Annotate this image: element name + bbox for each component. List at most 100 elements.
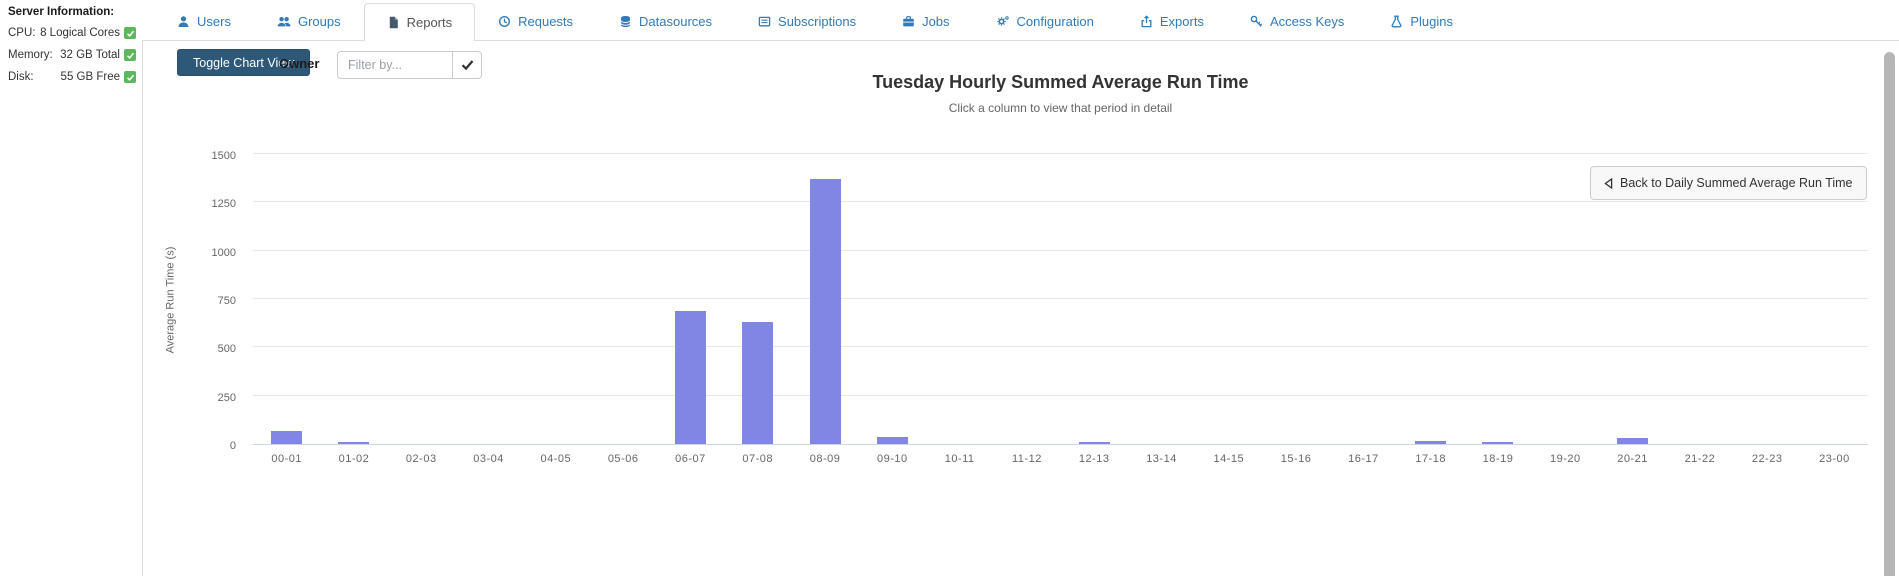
x-tick-label: 19-20 <box>1549 453 1581 465</box>
bar-17-18[interactable] <box>1415 441 1447 444</box>
key-icon <box>1250 15 1263 27</box>
disk-status-check-icon <box>124 71 136 83</box>
tab-label: Reports <box>406 15 453 30</box>
tab-subscriptions[interactable]: Subscriptions <box>735 2 879 41</box>
bar-06-07[interactable] <box>674 310 706 444</box>
memory-status-check-icon <box>124 49 136 61</box>
tab-configuration[interactable]: Configuration <box>973 2 1117 41</box>
tab-requests[interactable]: Requests <box>475 2 596 41</box>
briefcase-icon <box>903 16 914 27</box>
tab-label: Subscriptions <box>778 14 857 29</box>
bar-07-08[interactable] <box>742 322 774 444</box>
check-icon <box>461 60 473 71</box>
tab-label: Access Keys <box>1269 14 1345 29</box>
bars-layer <box>253 155 1868 444</box>
bar-slot <box>1801 155 1868 444</box>
cpu-label: CPU: <box>8 27 36 39</box>
bar-slot <box>455 155 522 444</box>
tab-datasources[interactable]: Datasources <box>596 2 735 41</box>
tab-exports[interactable]: Exports <box>1117 2 1227 41</box>
x-tick-label: 22-23 <box>1751 453 1783 465</box>
y-axis-labels: 0 250 500 750 1000 1250 1500 <box>198 150 244 452</box>
bar-slot <box>1464 155 1531 444</box>
x-tick-label: 04-05 <box>540 453 572 465</box>
cpu-status-check-icon <box>124 27 136 39</box>
toggle-chart-view-button[interactable]: Toggle Chart View <box>177 49 311 76</box>
y-tick-label: 0 <box>229 440 236 452</box>
server-info-panel: Server Information: CPU: 8 Logical Cores… <box>8 6 136 93</box>
x-tick-label: 05-06 <box>607 453 639 465</box>
x-tick-label: 01-02 <box>338 453 370 465</box>
y-tick-label: 1500 <box>211 150 236 162</box>
bar-slot <box>253 155 320 444</box>
x-tick-label: 20-21 <box>1617 453 1648 465</box>
owner-filter-group <box>337 51 482 79</box>
gridline <box>253 346 1868 348</box>
x-tick-label: 03-04 <box>473 453 504 465</box>
bar-slot <box>522 155 589 444</box>
tab-content-panel <box>142 41 1899 576</box>
bar-09-10[interactable] <box>876 437 908 444</box>
x-tick-label: 00-01 <box>271 453 302 465</box>
tab-label: Jobs <box>922 14 950 29</box>
x-tick-label: 12-13 <box>1078 453 1110 465</box>
y-tick-label: 1000 <box>211 246 236 259</box>
bar-00-01[interactable] <box>271 431 303 444</box>
gridline <box>253 298 1868 299</box>
bar-slot <box>1128 155 1195 444</box>
bar-20-21[interactable] <box>1617 438 1649 444</box>
bar-slot <box>320 155 387 444</box>
owner-filter-apply-button[interactable] <box>452 51 482 79</box>
tab-reports[interactable]: Reports <box>363 3 476 42</box>
scrollbar-track[interactable] <box>1882 43 1899 576</box>
x-axis-labels: 00-01 01-02 02-03 03-04 04-05 05-06 06-07 07-08… <box>253 453 1868 465</box>
tab-groups[interactable]: Groups <box>254 2 364 41</box>
bar-slot <box>1330 155 1397 444</box>
back-to-daily-button[interactable]: Back to Daily Summed Average Run Time <box>1590 166 1867 200</box>
x-tick-label: 11-12 <box>1012 453 1042 465</box>
y-tick-label: 250 <box>217 391 236 404</box>
cpu-value: 8 Logical Cores <box>40 27 120 39</box>
bar-slot <box>791 155 858 444</box>
gears-icon <box>996 16 1009 26</box>
history-icon <box>499 15 511 28</box>
x-tick-label: 16-17 <box>1348 453 1379 465</box>
bar-slot <box>1061 155 1128 444</box>
tab-label: Datasources <box>639 14 713 29</box>
tab-users[interactable]: Users <box>154 2 254 41</box>
database-icon <box>620 16 631 27</box>
bar-01-02[interactable] <box>338 442 370 444</box>
bar-slot <box>993 155 1060 444</box>
bar-slot <box>1599 155 1666 444</box>
bar-slot <box>859 155 926 444</box>
tab-plugins[interactable]: Plugins <box>1367 2 1476 41</box>
tab-label: Groups <box>297 14 341 29</box>
x-tick-label: 23-00 <box>1819 453 1850 465</box>
bar-08-09[interactable] <box>809 179 841 444</box>
bar-slot <box>1734 155 1801 444</box>
bar-slot <box>1666 155 1733 444</box>
flask-icon <box>1391 15 1402 28</box>
server-info-row-cpu: CPU: 8 Logical Cores <box>8 27 136 39</box>
x-tick-label: 13-14 <box>1146 453 1177 465</box>
x-tick-label: 21-22 <box>1684 453 1716 465</box>
bar-18-19[interactable] <box>1482 442 1514 444</box>
tab-label: Exports <box>1159 14 1204 29</box>
back-button-label: Back to Daily Summed Average Run Time <box>1620 176 1853 190</box>
bar-slot <box>657 155 724 444</box>
x-tick-label: 14-15 <box>1213 453 1245 465</box>
owner-filter-input[interactable] <box>337 51 452 79</box>
bar-slot <box>1532 155 1599 444</box>
gridline <box>253 394 1868 396</box>
gridline <box>253 153 1868 154</box>
tab-label: Users <box>197 14 231 29</box>
tab-access-keys[interactable]: Access Keys <box>1227 2 1367 41</box>
bar-slot <box>1262 155 1329 444</box>
disk-label: Disk: <box>8 71 34 83</box>
tab-jobs[interactable]: Jobs <box>879 2 972 41</box>
x-tick-label: 17-18 <box>1415 453 1447 465</box>
x-tick-label: 02-03 <box>405 453 437 465</box>
bar-12-13[interactable] <box>1078 442 1110 444</box>
scrollbar-thumb[interactable] <box>1884 52 1895 576</box>
tab-label: Plugins <box>1410 14 1454 29</box>
